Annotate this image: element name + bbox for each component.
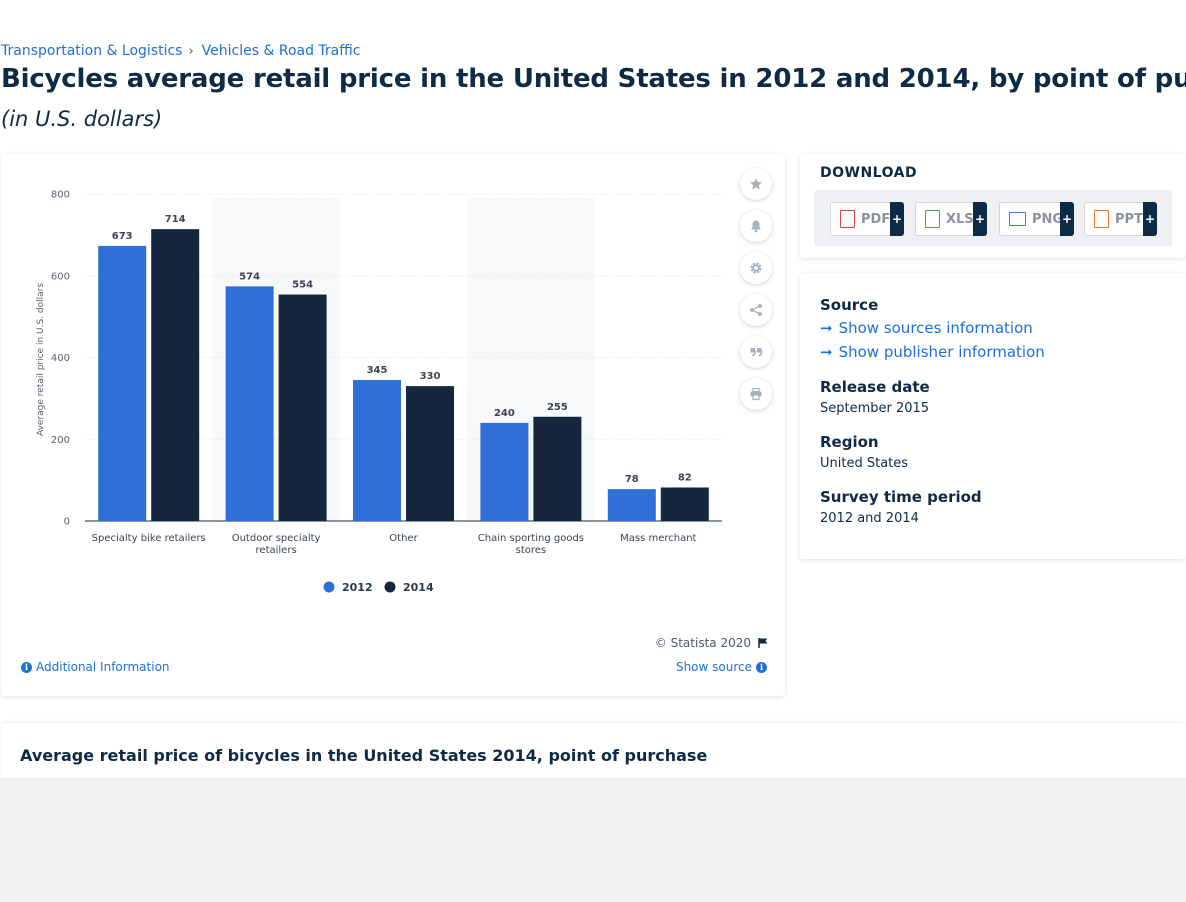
xls-file-icon xyxy=(925,210,940,228)
download-ppt-plus[interactable]: + xyxy=(1143,202,1157,236)
x-tick-label: Specialty bike retailers xyxy=(92,533,206,544)
additional-information-link[interactable]: i Additional Information xyxy=(21,660,170,674)
bar xyxy=(151,229,200,521)
data-label: 554 xyxy=(292,280,313,291)
breadcrumb-link-vehicles[interactable]: Vehicles & Road Traffic xyxy=(201,43,361,59)
bar xyxy=(406,386,454,521)
download-xls-button[interactable]: XLS + xyxy=(915,202,987,236)
statistic-info-card: Source ➞ Show sources information ➞ Show… xyxy=(800,273,1186,559)
show-source-label: Show source xyxy=(675,660,752,674)
bar xyxy=(607,489,656,521)
download-png-button[interactable]: PNG + xyxy=(999,202,1074,236)
show-sources-link[interactable]: ➞ Show sources information xyxy=(820,319,1033,337)
download-png-label: PNG xyxy=(1032,211,1064,227)
release-date-value: September 2015 xyxy=(820,401,930,416)
data-label: 255 xyxy=(547,402,568,413)
related-statistic-title: Average retail price of bicycles in the … xyxy=(20,746,708,765)
print-icon[interactable] xyxy=(740,378,772,410)
additional-information-label: Additional Information xyxy=(36,660,170,674)
legend-marker xyxy=(384,581,396,593)
bell-icon[interactable] xyxy=(740,210,772,242)
copyright-notice: © Statista 2020 xyxy=(655,636,769,650)
download-ppt-label: PPT xyxy=(1115,211,1143,227)
pdf-file-icon xyxy=(840,210,855,228)
show-publisher-link[interactable]: ➞ Show publisher information xyxy=(820,343,1045,361)
copyright-text: © Statista 2020 xyxy=(654,636,751,650)
related-statistic-card[interactable]: Average retail price of bicycles in the … xyxy=(1,723,1186,778)
breadcrumb-separator: › xyxy=(188,43,194,59)
star-icon[interactable] xyxy=(740,168,772,200)
y-tick-label: 800 xyxy=(51,190,70,201)
bar xyxy=(225,286,274,521)
region-label: Region xyxy=(820,433,879,451)
info-icon: i xyxy=(756,661,767,673)
show-source-link[interactable]: Show source i xyxy=(676,660,767,674)
chart-card: 0 200 400 600 800 Average retail price in U.S… xyxy=(1,154,785,696)
survey-period-value: 2012 and 2014 xyxy=(820,511,919,526)
chart-toolbar xyxy=(740,168,774,420)
breadcrumb-link-transportation[interactable]: Transportation & Logistics xyxy=(1,43,183,59)
arrow-right-icon: ➞ xyxy=(820,343,833,361)
bar xyxy=(278,294,327,521)
y-tick-label: 0 xyxy=(64,517,70,528)
bar xyxy=(480,422,529,521)
download-title: DOWNLOAD xyxy=(820,165,918,181)
page-title: Bicycles average retail price in the Uni… xyxy=(1,64,1186,94)
legend-label: 2014 xyxy=(403,581,434,594)
download-ppt-button[interactable]: PPT + xyxy=(1084,202,1157,236)
bar xyxy=(533,416,582,521)
gear-icon[interactable] xyxy=(740,252,772,284)
legend-marker xyxy=(323,581,335,593)
download-pdf-button[interactable]: PDF + xyxy=(830,202,904,236)
y-tick-label: 600 xyxy=(51,271,70,282)
x-tick-label: Outdoor specialty xyxy=(232,533,321,544)
data-label: 714 xyxy=(165,214,186,225)
download-png-plus[interactable]: + xyxy=(1060,202,1074,236)
download-pdf-plus[interactable]: + xyxy=(890,202,904,236)
x-tick-label: Mass merchant xyxy=(620,533,696,544)
quote-icon[interactable] xyxy=(740,336,772,368)
breadcrumb: Transportation & Logistics › Vehicles & … xyxy=(1,43,361,59)
data-label: 240 xyxy=(494,408,515,419)
download-card: DOWNLOAD PDF + XLS + PNG + PPT + xyxy=(800,154,1186,258)
release-date-label: Release date xyxy=(820,378,930,396)
page-subtitle: (in U.S. dollars) xyxy=(1,107,163,131)
region-value: United States xyxy=(820,456,909,471)
share-icon[interactable] xyxy=(740,294,772,326)
x-tick-label: retailers xyxy=(256,545,297,556)
data-label: 82 xyxy=(678,472,692,483)
bar-chart: 0 200 400 600 800 Average retail price in U.S… xyxy=(36,190,722,594)
legend-label: 2012 xyxy=(342,581,373,594)
y-tick-label: 400 xyxy=(51,353,70,364)
y-axis-title: Average retail price in U.S. dollars xyxy=(36,283,46,436)
bar xyxy=(660,487,709,521)
data-label: 345 xyxy=(367,365,388,376)
flag-icon[interactable] xyxy=(757,637,769,649)
download-pdf-label: PDF xyxy=(861,211,891,227)
png-file-icon xyxy=(1009,212,1026,226)
download-xls-label: XLS xyxy=(946,211,974,227)
info-icon: i xyxy=(21,661,32,673)
arrow-right-icon: ➞ xyxy=(820,319,833,337)
bar xyxy=(353,379,401,521)
show-publisher-label: Show publisher information xyxy=(838,343,1045,361)
show-sources-label: Show sources information xyxy=(838,319,1033,337)
download-buttons-row: PDF + XLS + PNG + PPT + xyxy=(814,190,1172,246)
download-xls-plus[interactable]: + xyxy=(973,202,987,236)
x-tick-label: Other xyxy=(389,533,418,544)
x-tick-label: Chain sporting goods xyxy=(478,533,584,544)
survey-period-label: Survey time period xyxy=(820,488,982,506)
y-tick-label: 200 xyxy=(51,435,70,446)
data-label: 78 xyxy=(625,474,639,485)
bar xyxy=(98,245,147,521)
data-label: 574 xyxy=(239,271,260,282)
data-label: 673 xyxy=(112,231,133,242)
data-label: 330 xyxy=(420,371,441,382)
x-tick-label: stores xyxy=(516,545,547,556)
source-label: Source xyxy=(820,296,879,314)
ppt-file-icon xyxy=(1094,210,1109,228)
